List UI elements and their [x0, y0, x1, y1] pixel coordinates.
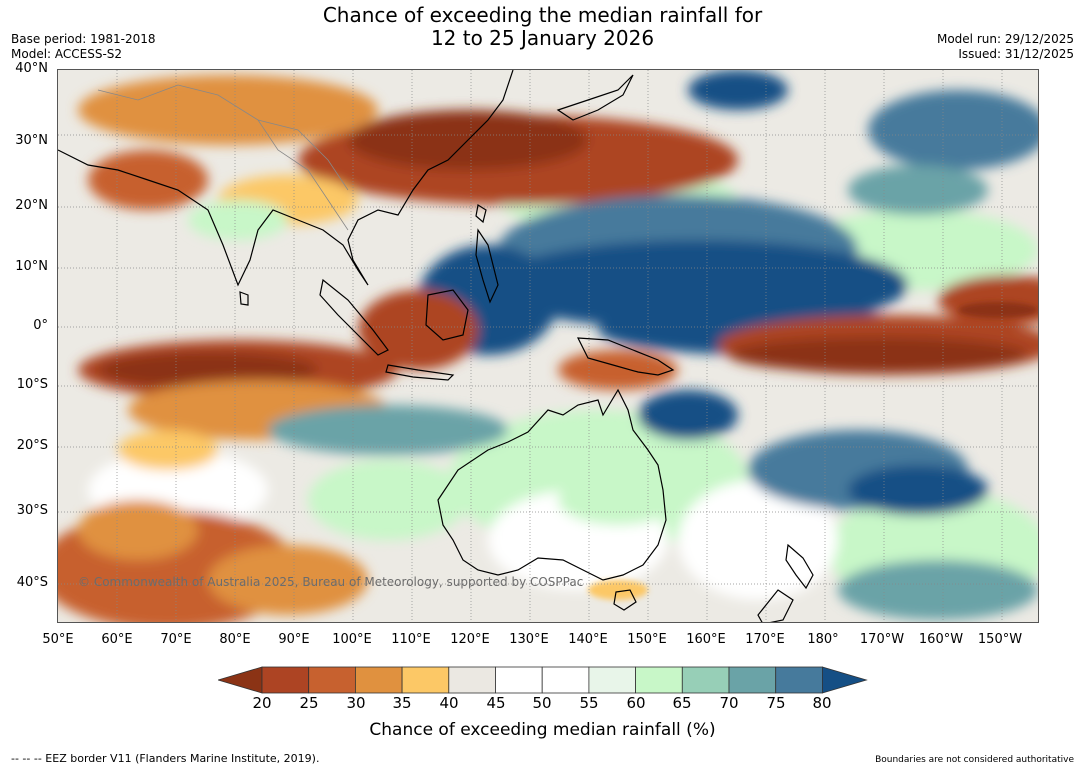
lat-label: 40°N	[15, 61, 48, 76]
lat-label: 40°S	[16, 575, 48, 590]
issued-date: Issued: 31/12/2025	[958, 47, 1074, 61]
legend-tick: 50	[532, 694, 552, 712]
lon-label: 140°E	[568, 632, 608, 647]
legend-tick: 65	[672, 694, 692, 712]
legend-cell	[775, 666, 823, 694]
lat-label: 10°S	[16, 377, 48, 392]
sumatra-coast	[319, 278, 389, 356]
tasmania-coast	[613, 589, 637, 611]
lat-label: 10°N	[15, 259, 48, 274]
philippines-coast	[475, 228, 499, 304]
lon-label: 60°E	[101, 632, 133, 647]
legend-cell	[728, 666, 777, 694]
sri-lanka-coast	[239, 291, 249, 306]
legend-cell	[681, 666, 730, 694]
legend-cell	[495, 666, 543, 694]
lat-label: 30°N	[15, 133, 48, 148]
lon-label: 180°	[807, 632, 839, 647]
lon-label: 70°E	[160, 632, 192, 647]
lon-label: 110°E	[391, 632, 431, 647]
lon-label: 160°W	[918, 632, 964, 647]
legend-cell	[588, 666, 636, 694]
legend-arrow-low	[218, 666, 263, 694]
lon-label: 130°E	[509, 632, 549, 647]
legend-cell	[401, 666, 450, 694]
lon-label: 150°E	[627, 632, 667, 647]
australia-coast	[437, 388, 667, 581]
asia-mainland-coast	[58, 70, 514, 287]
legend-cell	[448, 666, 496, 694]
lon-label: 50°E	[42, 632, 74, 647]
legend-cell	[261, 666, 310, 694]
lat-label: 20°S	[16, 438, 48, 453]
meta-right: Model run: 29/12/2025 Issued: 31/12/2025	[937, 32, 1074, 62]
legend-tick: 45	[486, 694, 506, 712]
taiwan-coast	[475, 204, 487, 224]
lon-label: 100°E	[332, 632, 372, 647]
legend-tick: 80	[812, 694, 832, 712]
copyright-notice: © Commonwealth of Australia 2025, Bureau…	[78, 575, 584, 589]
legend-cell	[354, 666, 403, 694]
japan-coast	[556, 74, 634, 121]
legend-tick: 35	[392, 694, 412, 712]
legend-cell	[308, 666, 356, 694]
legend-cell	[541, 666, 590, 694]
meta-left: Base period: 1981-2018 Model: ACCESS-S2	[11, 32, 156, 62]
new-zealand-coast	[757, 543, 814, 622]
lat-label: 30°S	[16, 503, 48, 518]
model-name: Model: ACCESS-S2	[11, 47, 123, 61]
rainfall-field	[58, 70, 1038, 622]
new-guinea-coast	[576, 337, 675, 376]
map-title: Chance of exceeding the median rainfall …	[0, 4, 1085, 50]
java-coast	[385, 364, 455, 381]
legend-cell	[635, 666, 683, 694]
base-period: Base period: 1981-2018	[11, 32, 156, 46]
rainfall-map-canvas	[58, 70, 1038, 622]
eez-note: -- -- -- EEZ border V11 (Flanders Marine…	[11, 752, 320, 765]
title-line-1: Chance of exceeding the median rainfall …	[322, 3, 763, 27]
legend-tick: 60	[626, 694, 646, 712]
lon-label: 120°E	[450, 632, 490, 647]
legend-tick: 20	[252, 694, 272, 712]
legend-tick: 55	[579, 694, 599, 712]
legend-tick: 70	[719, 694, 739, 712]
lon-label: 80°E	[219, 632, 251, 647]
rainfall-map: © Commonwealth of Australia 2025, Bureau…	[57, 69, 1039, 623]
lat-label: 0°	[33, 318, 48, 333]
lon-label: 170°W	[859, 632, 905, 647]
title-line-2: 12 to 25 January 2026	[430, 26, 655, 50]
legend-tick: 40	[439, 694, 459, 712]
borneo-coast	[425, 289, 469, 341]
color-legend	[218, 666, 868, 694]
lon-label: 160°E	[686, 632, 726, 647]
legend-title: Chance of exceeding median rainfall (%)	[369, 720, 716, 740]
legend-tick: 25	[299, 694, 319, 712]
legend-arrow-high	[822, 666, 868, 694]
lat-label: 20°N	[15, 198, 48, 213]
model-run: Model run: 29/12/2025	[936, 32, 1074, 46]
boundaries-note: Boundaries are not considered authoritat…	[875, 755, 1074, 765]
legend-tick: 75	[766, 694, 786, 712]
map-gridlines	[58, 70, 1038, 622]
legend-tick: 30	[346, 694, 366, 712]
coastlines	[58, 70, 814, 622]
lon-label: 90°E	[278, 632, 310, 647]
country-borders	[97, 84, 349, 231]
lon-label: 170°E	[745, 632, 785, 647]
lon-label: 150°W	[977, 632, 1023, 647]
